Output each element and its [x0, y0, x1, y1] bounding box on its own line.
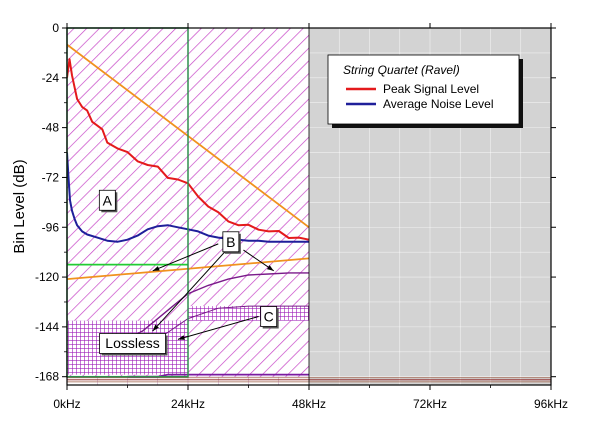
arrow-b-to-green-line-head	[152, 266, 160, 271]
region-label-box	[260, 306, 278, 327]
y-axis-title: Bin Level (dB)	[11, 159, 28, 253]
region-label-b: B	[226, 234, 235, 250]
average-noise-line	[67, 152, 309, 243]
x-tick-label: 48kHz	[292, 397, 326, 411]
region-label-c: C	[264, 309, 274, 325]
region-label-box	[98, 189, 116, 211]
arrow-b-to-lossless-region	[152, 247, 229, 332]
peak-signal-line	[67, 58, 310, 241]
legend-entry-label: Peak Signal Level	[383, 82, 479, 96]
y-tick-label: -144	[35, 320, 59, 334]
y-tick-label: -168	[35, 370, 59, 384]
y-tick-label: -48	[42, 121, 60, 135]
region-label-a: A	[103, 192, 113, 208]
arrow-b-to-lossless-region-head	[152, 324, 159, 332]
x-tick-label: 72kHz	[413, 397, 447, 411]
arrow-c-to-region-head	[177, 335, 185, 340]
legend-title: String Quartet (Ravel)	[343, 63, 460, 77]
x-tick-label: 96kHz	[534, 397, 568, 411]
y-tick-label: -96	[42, 220, 60, 234]
region-label-lossless: Lossless	[105, 335, 159, 351]
x-tick-label: 0kHz	[53, 397, 80, 411]
y-tick-label: 0	[52, 21, 59, 35]
x-tick-label: 24kHz	[171, 397, 205, 411]
y-tick-label: -72	[42, 170, 60, 184]
region-label-box	[222, 231, 240, 253]
region-label-box	[99, 333, 166, 354]
y-tick-label: -24	[42, 71, 60, 85]
region-c-crosshatch	[188, 306, 309, 321]
arrow-b-to-green-line	[152, 243, 219, 272]
arrow-c-to-region	[177, 316, 259, 340]
legend-entry-label: Average Noise Level	[383, 97, 494, 111]
region-boundary-curve	[127, 272, 309, 340]
y-tick-label: -120	[35, 270, 59, 284]
arrow-b-to-boundary-head	[266, 265, 274, 271]
